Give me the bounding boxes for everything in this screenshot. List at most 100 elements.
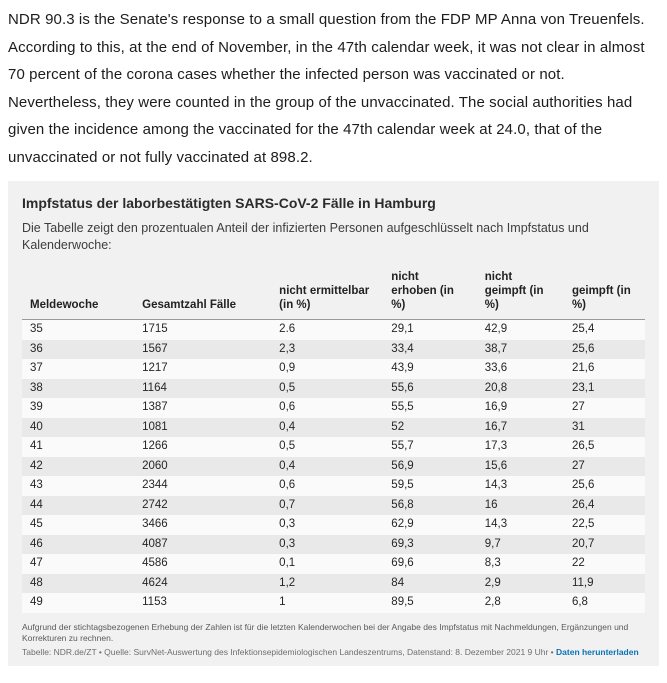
download-data-link[interactable]: Daten herunterladen — [556, 646, 639, 657]
table-cell: 69,6 — [391, 557, 414, 569]
table-cell: 0,1 — [279, 557, 296, 569]
table-cell: 0,4 — [279, 459, 296, 472]
table-footnote: Aufgrund der stichtagsbezogenen Erhebung… — [22, 621, 629, 643]
data-table-widget: Impfstatus der laborbestätigten SARS-CoV… — [8, 181, 659, 666]
table-cell: 0,4 — [279, 420, 296, 433]
table-cell: 1,2 — [279, 576, 296, 589]
table-header-row: Meldewoche Gesamtzahl Fälle nicht ermittel… — [22, 268, 645, 320]
table-cell: 4586 — [142, 557, 168, 569]
table-cell: 2.6 — [279, 323, 296, 335]
table-cell: 49 — [30, 596, 43, 608]
column-header: nicht erhoben (in %) — [383, 268, 477, 320]
table-cell: 69,3 — [391, 537, 414, 550]
table-cell: 39 — [30, 401, 43, 413]
table-cell: 1153 — [142, 596, 167, 608]
impfstatus-table: Meldewoche Gesamtzahl Fälle nicht ermittel… — [22, 268, 645, 613]
table-cell: 62,9 — [391, 518, 414, 530]
table-cell: 25,4 — [571, 323, 595, 335]
column-header: nicht geimpft (in %) — [476, 268, 564, 320]
table-cell: 41 — [30, 440, 43, 452]
table-cell: 0,5 — [279, 381, 296, 394]
table-cell: 56,9 — [391, 459, 414, 472]
table-cell: 0,9 — [279, 362, 296, 374]
table-cell: 2742 — [142, 498, 168, 511]
table-cell: 31 — [571, 420, 585, 433]
table-cell: 33,6 — [484, 362, 508, 374]
table-cell: 44 — [30, 498, 43, 511]
table-cell: 35 — [30, 323, 43, 335]
table-cell: 40 — [30, 420, 43, 433]
table-cell: 59,5 — [391, 479, 414, 491]
table-cell: 22 — [571, 557, 585, 569]
table-cell: 43 — [30, 479, 43, 491]
table-cell: 25,6 — [571, 342, 595, 355]
table-cell: 4624 — [142, 576, 168, 589]
table-cell: 38 — [30, 381, 43, 394]
table-row: 39 1387 0,6 55,5 16,9 27 — [22, 398, 645, 418]
table-cell: 2,9 — [484, 576, 501, 589]
table-cell: 26,4 — [571, 498, 595, 511]
table-cell: 46 — [30, 537, 43, 550]
table-cell: 42 — [30, 459, 43, 472]
article-paragraph: NDR 90.3 is the Senate's response to a s… — [8, 11, 645, 166]
table-row: 41 1266 0,5 55,7 17,3 26,5 — [22, 437, 645, 457]
table-cell: 0,3 — [279, 518, 296, 530]
table-cell: 52 — [391, 420, 405, 433]
table-cell: 15,6 — [484, 459, 508, 472]
table-cell: 20,7 — [571, 537, 595, 550]
table-cell: 26,5 — [571, 440, 595, 452]
table-cell: 8,3 — [484, 557, 501, 569]
table-row: 45 3466 0,3 62,9 14,3 22,5 — [22, 515, 645, 535]
table-cell: 29,1 — [391, 323, 414, 335]
table-cell: 9,7 — [484, 537, 501, 550]
table-row: 48 4624 1,2 84 2,9 11,9 — [22, 573, 645, 593]
table-cell: 43,9 — [391, 362, 414, 374]
column-header: geimpft (in %) — [563, 268, 645, 320]
table-cell: 33,4 — [391, 342, 414, 355]
table-cell: 14,3 — [484, 518, 508, 530]
table-cell: 1164 — [142, 381, 167, 394]
table-cell: 21,6 — [571, 362, 595, 374]
table-cell: 2344 — [142, 479, 168, 491]
table-cell: 1217 — [142, 362, 168, 374]
table-cell: 0,6 — [279, 401, 296, 413]
table-cell: 20,8 — [484, 381, 508, 394]
table-credit: Tabelle: NDR.de/ZT • Quelle: SurvNet-Aus… — [22, 647, 645, 658]
table-cell: 17,3 — [484, 440, 508, 452]
table-cell: 45 — [30, 518, 43, 530]
table-cell: 47 — [30, 557, 43, 569]
table-cell: 42,9 — [484, 323, 508, 335]
credit-text: Tabelle: NDR.de/ZT • Quelle: SurvNet-Aus… — [22, 646, 557, 657]
table-cell: 16 — [484, 498, 498, 511]
table-header: Meldewoche Gesamtzahl Fälle nicht ermittel… — [22, 268, 645, 320]
table-title: Impfstatus der laborbestätigten SARS-CoV… — [22, 195, 436, 211]
table-body: 35 1715 2.6 29,1 42,9 25,4 36 1567 2,3 33,4 38,7 25… — [22, 319, 645, 613]
table-cell: 48 — [30, 576, 43, 589]
table-row: 42 2060 0,4 56,9 15,6 27 — [22, 456, 645, 476]
table-cell: 1715 — [142, 323, 168, 335]
table-row: 38 1164 0,5 55,6 20,8 23,1 — [22, 378, 645, 398]
article-page: NDR 90.3 is the Senate's response to a s… — [8, 11, 659, 666]
column-header: Meldewoche — [22, 268, 135, 320]
table-cell: 6,8 — [571, 596, 588, 608]
table-cell: 56,8 — [391, 498, 414, 511]
table-row: 49 1153 1 89,5 2,8 6,8 — [22, 593, 645, 613]
table-cell: 0,5 — [279, 440, 296, 452]
table-cell: 0,3 — [279, 537, 296, 550]
table-cell: 55,7 — [391, 440, 414, 452]
table-row: 36 1567 2,3 33,4 38,7 25,6 — [22, 339, 645, 359]
table-cell: 1266 — [142, 440, 168, 452]
table-cell: 84 — [391, 576, 405, 589]
table-cell: 14,3 — [484, 479, 508, 491]
table-cell: 0,7 — [279, 498, 296, 511]
table-row: 43 2344 0,6 59,5 14,3 25,6 — [22, 476, 645, 496]
table-row: 46 4087 0,3 69,3 9,7 20,7 — [22, 534, 645, 554]
table-cell: 23,1 — [571, 381, 595, 394]
table-row: 37 1217 0,9 43,9 33,6 21,6 — [22, 359, 645, 379]
table-cell: 3466 — [142, 518, 168, 530]
table-cell: 0,6 — [279, 479, 296, 491]
table-cell: 2,8 — [484, 596, 501, 608]
table-cell: 11,9 — [571, 576, 594, 589]
table-row: 40 1081 0,4 52 16,7 31 — [22, 417, 645, 437]
table-cell: 1081 — [142, 420, 168, 433]
